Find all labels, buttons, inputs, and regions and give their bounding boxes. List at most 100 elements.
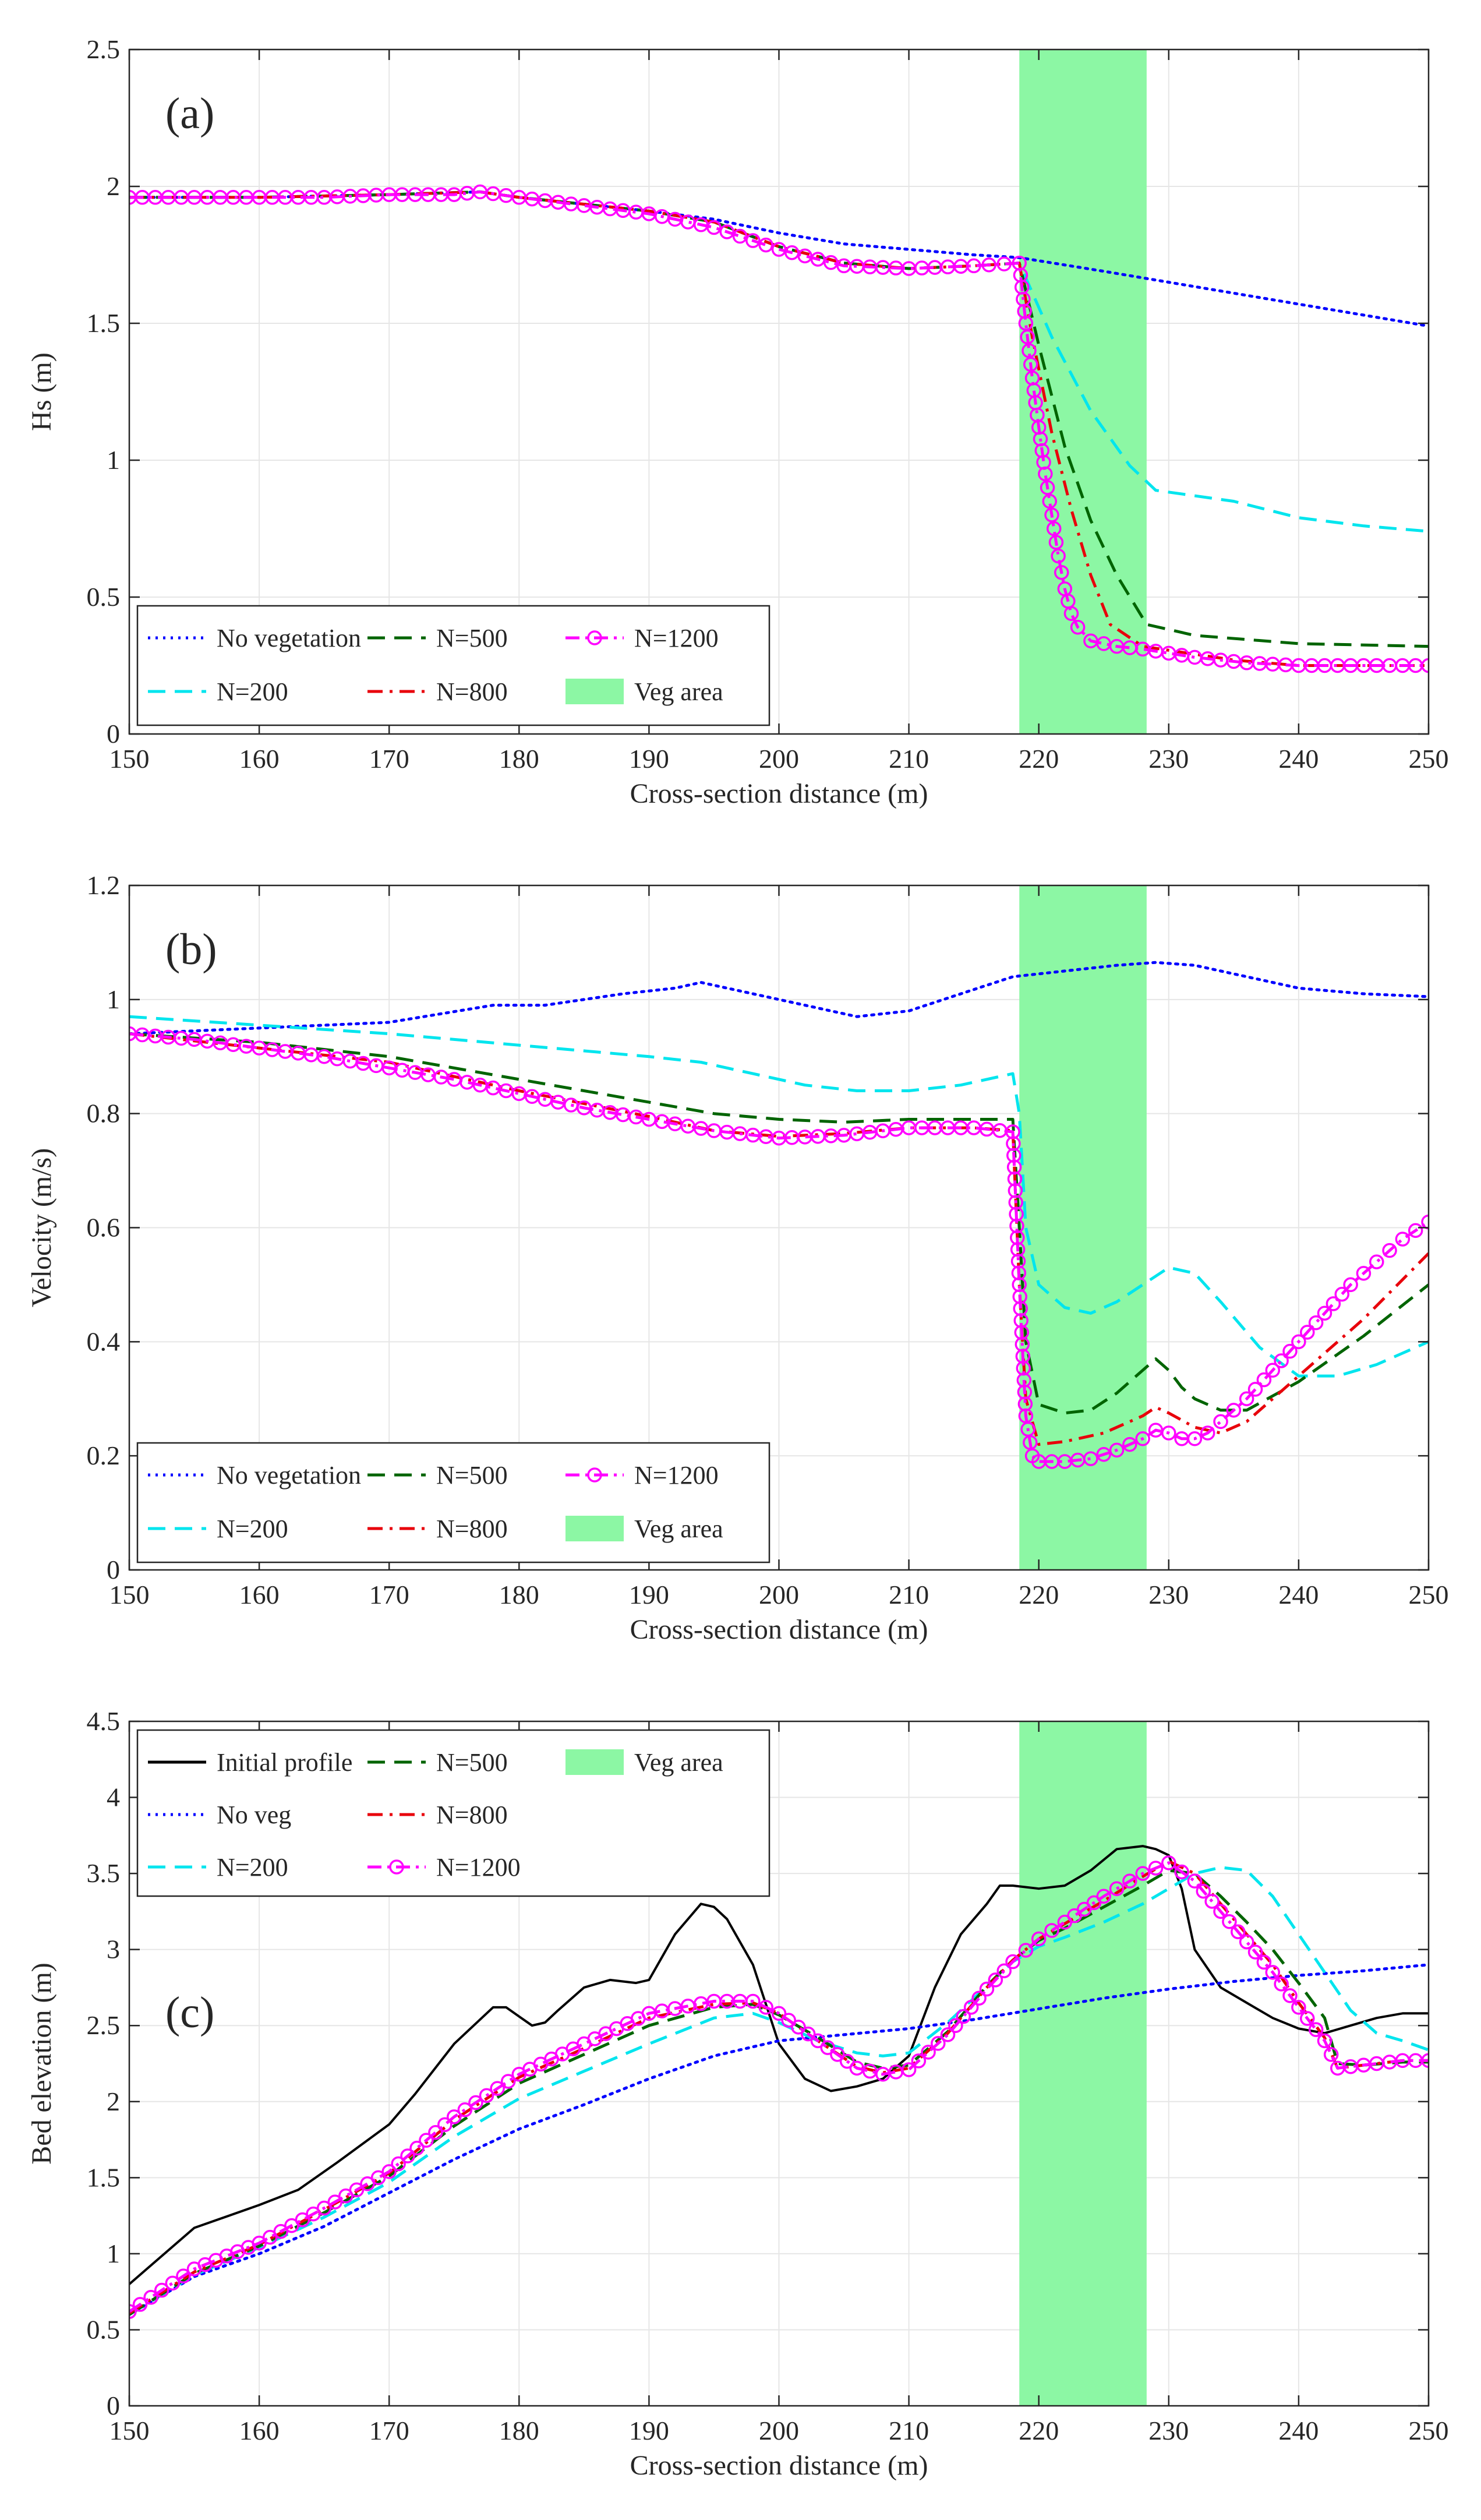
x-tick-label: 170 xyxy=(369,2416,409,2445)
series-marker-n-1200 xyxy=(1083,1451,1098,1466)
series-marker-n-1200 xyxy=(391,2156,406,2172)
x-tick-label: 240 xyxy=(1278,744,1319,774)
x-tick-label: 250 xyxy=(1409,744,1449,774)
series-line-n-200 xyxy=(129,1866,1429,2316)
series-marker-n-1200 xyxy=(1007,1171,1023,1187)
series-marker-n-1200 xyxy=(1395,1231,1411,1247)
panel-a: 150 160 170 180 190 200 210 220 230 240 250 0 0.5 1 1.… xyxy=(26,34,1449,809)
legend: No vegetation N=200 N=500 N=800 N=1200 Veg ar… xyxy=(136,1442,770,1563)
series-marker-n-1200 xyxy=(479,2088,494,2103)
series-marker-n-1200 xyxy=(956,2009,971,2024)
series-marker-n-1200 xyxy=(1291,2000,1306,2015)
legend: Initial profile No veg N=200 N=500 N=800 N=12… xyxy=(136,1729,770,1897)
series-marker-n-1200 xyxy=(1005,1954,1020,1970)
series-marker-n-1200 xyxy=(830,2047,845,2062)
y-tick-label: 2 xyxy=(107,171,120,201)
x-tick-label: 200 xyxy=(759,1580,799,1610)
series-marker-n-1200 xyxy=(1323,2047,1339,2062)
series-marker-n-1200 xyxy=(1187,1873,1203,1889)
legend-label-n-1200: N=1200 xyxy=(436,1853,521,1882)
legend-box xyxy=(136,1442,770,1563)
series-marker-n-1200 xyxy=(1174,1864,1189,1880)
x-tick-label: 190 xyxy=(629,744,669,774)
series-marker-n-1200 xyxy=(1382,1243,1397,1258)
series-marker-n-1200 xyxy=(1109,1442,1125,1458)
series-marker-n-1200 xyxy=(1317,1305,1332,1321)
series-marker-n-1200 xyxy=(1054,564,1069,580)
series-marker-n-1200 xyxy=(745,233,761,248)
series-marker-n-1200 xyxy=(1343,1277,1358,1293)
series-marker-n-1200 xyxy=(1291,1334,1306,1350)
series-marker-n-1200 xyxy=(1010,1230,1025,1245)
series-marker-n-1200 xyxy=(1010,1254,1026,1269)
series-marker-n-1200 xyxy=(1023,357,1038,372)
legend-label-n-500: N=500 xyxy=(436,1461,508,1490)
legend: No vegetation N=200 N=500 N=800 N=1200 Veg ar… xyxy=(136,605,770,726)
series-marker-n-1200 xyxy=(457,2102,473,2117)
y-tick-label: 2 xyxy=(107,2087,120,2116)
y-tick-label: 0.6 xyxy=(87,1213,121,1243)
series-marker-n-1200 xyxy=(1018,1943,1034,1958)
y-tick-label: 0.2 xyxy=(87,1441,121,1470)
series-line-n-1200 xyxy=(129,1032,1429,1463)
x-tick-label: 150 xyxy=(109,744,150,774)
panel-c: 150 160 170 180 190 200 210 220 230 240 250 0 0.5 1 1.… xyxy=(26,1706,1449,2481)
series-marker-n-1200 xyxy=(428,2124,443,2140)
y-tick-label: 1.2 xyxy=(87,870,121,900)
series-marker-n-1200 xyxy=(500,2074,516,2089)
y-tick-label: 1 xyxy=(107,2239,120,2268)
series-marker-n-1200 xyxy=(447,2109,462,2124)
series-marker-n-1200 xyxy=(1161,1425,1176,1441)
series-marker-n-1200 xyxy=(810,2033,826,2049)
series-marker-n-1200 xyxy=(1051,548,1066,564)
series-group xyxy=(129,1845,1429,2319)
panel-label: (b) xyxy=(165,925,217,974)
series-marker-n-1200 xyxy=(1008,1195,1023,1210)
series-marker-n-1200 xyxy=(1213,1414,1228,1430)
series-marker-n-1200 xyxy=(1265,1965,1281,1980)
y-tick-label: 3 xyxy=(107,1935,120,1964)
y-tick-label: 0.8 xyxy=(87,1099,121,1128)
x-tick-label: 200 xyxy=(759,2416,799,2445)
series-line-no-vegetation xyxy=(129,961,1429,1036)
series-marker-n-1200 xyxy=(931,2036,946,2051)
series-marker-n-1200 xyxy=(1282,1988,1298,2003)
series-marker-n-1200 xyxy=(1040,480,1055,495)
legend-label-n-500: N=500 xyxy=(436,624,508,652)
series-line-n-1200 xyxy=(129,1861,1429,2313)
y-tick-label: 0 xyxy=(107,719,120,749)
y-tick-label: 4.5 xyxy=(87,1706,121,1736)
series-marker-n-1200 xyxy=(1031,1931,1047,1947)
series-marker-n-1200 xyxy=(1317,2033,1332,2049)
x-tick-label: 200 xyxy=(759,744,799,774)
series-marker-n-1200 xyxy=(1042,493,1058,509)
legend-label-n-800: N=800 xyxy=(436,677,508,706)
y-axis-label: Hs (m) xyxy=(26,352,57,431)
series-marker-n-1200 xyxy=(1135,1431,1150,1446)
legend-label-veg-area: Veg area xyxy=(634,1748,723,1777)
y-tick-label: 0.5 xyxy=(87,2314,121,2344)
x-axis-label: Cross-section distance (m) xyxy=(630,778,928,809)
series-marker-n-1200 xyxy=(143,2289,158,2305)
legend-marker-n-1200 xyxy=(389,1859,404,1875)
series-marker-n-1200 xyxy=(1265,1363,1281,1378)
series-marker-n-1200 xyxy=(176,2268,191,2283)
legend-marker-n-1200 xyxy=(587,630,602,645)
series-marker-n-1200 xyxy=(1300,2011,1315,2026)
x-tick-label: 170 xyxy=(369,1580,409,1610)
series-marker-n-1200 xyxy=(1226,1403,1242,1418)
series-marker-n-1200 xyxy=(981,257,996,273)
series-marker-n-1200 xyxy=(437,2117,453,2133)
x-tick-label: 160 xyxy=(239,2416,280,2445)
x-axis-label: Cross-section distance (m) xyxy=(630,1614,928,1645)
series-marker-n-1200 xyxy=(1044,1923,1059,1938)
series-marker-n-1200 xyxy=(963,2000,979,2015)
series-marker-n-1200 xyxy=(1122,1873,1137,1889)
series-marker-n-1200 xyxy=(381,2164,397,2179)
series-marker-n-1200 xyxy=(758,2000,773,2015)
series-marker-n-1200 xyxy=(1161,1855,1176,1870)
y-tick-label: 4 xyxy=(107,1783,120,1812)
series-marker-n-1200 xyxy=(316,2200,332,2216)
series-marker-n-1200 xyxy=(1256,1954,1272,1970)
